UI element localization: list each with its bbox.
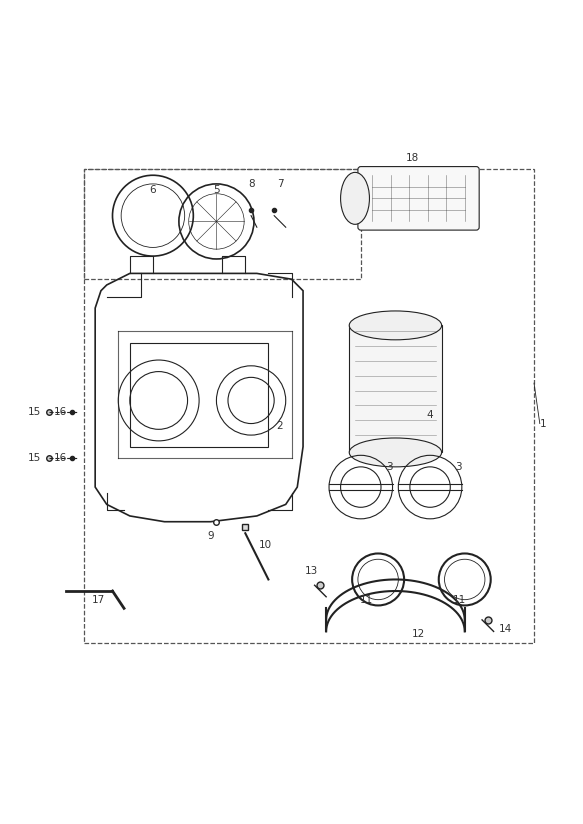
FancyBboxPatch shape: [358, 166, 479, 230]
Bar: [130, 343, 268, 447]
Text: 5: 5: [213, 185, 220, 194]
Text: 8: 8: [248, 179, 254, 189]
Text: 10: 10: [259, 540, 272, 550]
Bar: [83, 170, 361, 279]
Ellipse shape: [349, 438, 442, 467]
Text: 11: 11: [360, 595, 373, 605]
Text: 15: 15: [28, 407, 41, 417]
Text: 7: 7: [277, 179, 283, 189]
Text: 12: 12: [412, 630, 425, 639]
Text: 16: 16: [54, 407, 67, 417]
Text: 9: 9: [208, 531, 214, 541]
Text: 17: 17: [92, 595, 105, 605]
Ellipse shape: [340, 172, 370, 224]
Text: 1: 1: [539, 419, 546, 428]
Text: 18: 18: [406, 153, 419, 163]
Text: 2: 2: [277, 421, 283, 432]
Text: 4: 4: [427, 410, 433, 420]
Text: 3: 3: [387, 462, 393, 472]
Text: 14: 14: [498, 624, 512, 634]
Bar: [349, 325, 442, 452]
Text: 3: 3: [456, 462, 462, 472]
Text: 11: 11: [452, 595, 466, 605]
Text: 6: 6: [150, 185, 156, 194]
Text: 15: 15: [28, 453, 41, 463]
Text: 16: 16: [54, 453, 67, 463]
Text: 13: 13: [305, 566, 318, 576]
Bar: [83, 170, 534, 643]
Ellipse shape: [349, 311, 442, 339]
